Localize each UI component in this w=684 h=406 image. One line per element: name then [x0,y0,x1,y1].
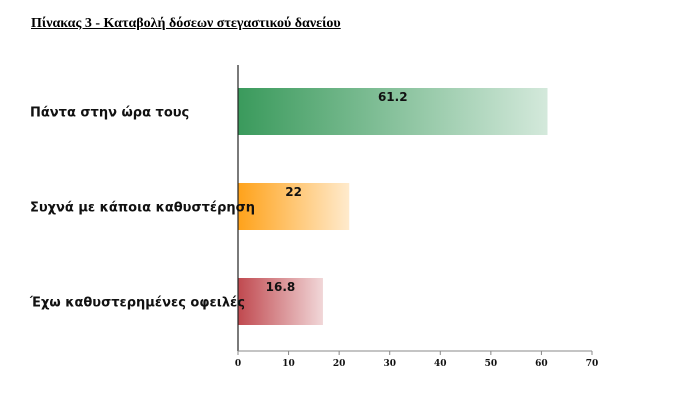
x-tick-label-5: 50 [485,359,498,369]
bar-1 [238,88,548,135]
x-tick-label-2: 20 [333,359,346,369]
bar-2 [238,183,350,230]
x-tick-label-0: 0 [235,359,241,369]
x-tick-label-6: 60 [535,359,548,369]
x-tick-label-7: 70 [586,359,599,369]
chart-title: Πίνακας 3 - Καταβολή δόσεων στεγαστικού … [31,16,341,31]
value-label-3: 16.8 [266,280,296,294]
category-label-2: Συχνά με κάποια καθυστέρηση [30,201,255,216]
x-tick-label-1: 10 [282,359,295,369]
category-label-1: Πάντα στην ώρα τους [30,106,189,121]
value-label-2: 22 [285,185,302,199]
x-tick-label-3: 30 [383,359,396,369]
value-label-1: 61.2 [378,90,408,104]
category-label-3: Έχω καθυστερημένες οφειλές [29,296,245,311]
x-tick-label-4: 40 [434,359,447,369]
bar-3 [238,278,323,325]
